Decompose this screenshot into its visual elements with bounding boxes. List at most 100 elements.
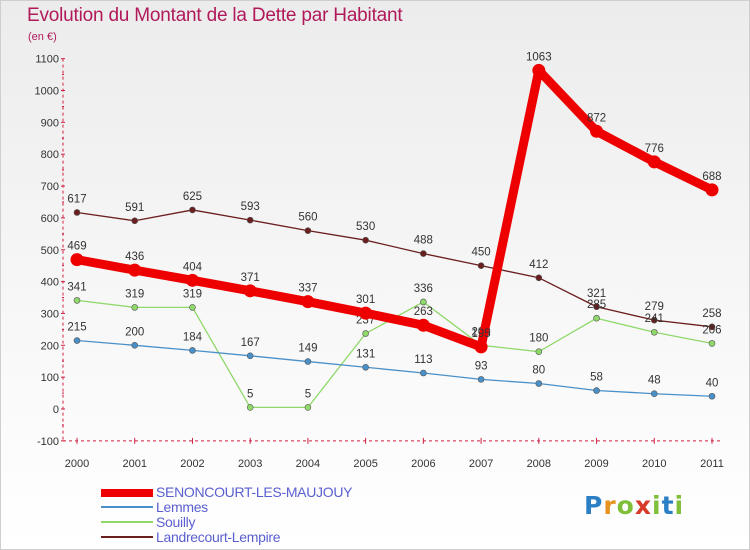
data-point [535, 274, 543, 282]
data-point [535, 380, 543, 387]
y-tick-label: 800 [41, 149, 59, 161]
data-label: 200 [125, 326, 144, 338]
data-label: 279 [645, 301, 664, 313]
data-label: 530 [356, 221, 375, 233]
data-point [362, 330, 369, 337]
data-point [359, 306, 373, 320]
data-label: 258 [702, 308, 721, 320]
data-point [420, 369, 427, 377]
x-tick-label: 2000 [65, 458, 89, 470]
data-point [416, 318, 430, 332]
x-tick-label: 2005 [353, 458, 377, 470]
y-tick-label: 200 [41, 340, 59, 352]
data-point [131, 304, 139, 311]
y-tick-label: 1000 [35, 86, 59, 98]
data-label: 341 [67, 281, 86, 293]
y-tick-label: 1100 [35, 54, 59, 66]
data-label: 215 [67, 322, 86, 334]
series-line-landrecourt-lempire [76, 209, 713, 328]
data-label: 412 [529, 259, 548, 271]
data-point [304, 358, 312, 365]
data-point [650, 390, 658, 398]
x-tick-label: 2004 [296, 458, 320, 470]
x-tick-label: 2011 [700, 458, 724, 470]
data-point [708, 323, 716, 331]
y-tick-label: 100 [41, 372, 59, 384]
data-point [185, 273, 199, 287]
data-point [477, 262, 485, 269]
data-label: 48 [648, 375, 661, 387]
data-point [708, 340, 716, 347]
x-tick-label: 2001 [122, 458, 146, 470]
data-label: 436 [125, 251, 144, 263]
x-tick-label: 2003 [238, 458, 262, 470]
data-point [593, 314, 600, 322]
data-label: 560 [298, 212, 317, 224]
data-label: 319 [125, 288, 144, 300]
data-point [246, 352, 254, 360]
y-tick-label: 400 [41, 277, 59, 289]
data-label: 93 [475, 360, 488, 372]
x-tick-label: 2010 [642, 458, 666, 470]
data-label: 319 [183, 288, 202, 300]
data-point [304, 227, 312, 234]
y-tick-label: 600 [41, 213, 59, 225]
data-point [246, 216, 254, 224]
data-point [131, 341, 139, 349]
data-point [535, 348, 543, 355]
x-tick-label: 2002 [180, 458, 204, 470]
data-label: 58 [590, 372, 603, 384]
data-label: 40 [706, 377, 719, 389]
data-point [593, 387, 600, 394]
data-label: 776 [645, 143, 664, 155]
chart-title: Evolution du Montant de la Dette par Hab… [27, 5, 403, 26]
data-label: 131 [356, 348, 375, 360]
data-point [593, 303, 600, 311]
data-label: 1063 [526, 51, 552, 63]
data-point [420, 298, 427, 306]
x-tick-label: 2009 [584, 458, 608, 470]
data-point [304, 404, 312, 411]
data-label: 469 [67, 241, 86, 253]
data-label: 167 [241, 337, 260, 349]
y-tick-label: 0 [53, 404, 59, 416]
legend-swatch-senoncourt [101, 489, 153, 497]
data-point [532, 63, 546, 77]
x-tick-label: 2006 [411, 458, 435, 470]
data-label: 241 [645, 313, 664, 325]
data-label: 5 [305, 388, 311, 400]
data-label: 206 [702, 324, 721, 336]
x-tick-label: 2007 [469, 458, 493, 470]
data-label: 688 [702, 171, 721, 183]
data-label: 321 [587, 288, 606, 300]
data-point [708, 392, 716, 400]
legend-label-landrecourt: Landrecourt-Lempire [156, 529, 281, 545]
data-point [243, 284, 257, 298]
data-point [477, 376, 485, 383]
logo-letter: P [584, 491, 604, 520]
data-label: 113 [414, 354, 432, 366]
y-tick-label: 300 [41, 308, 59, 320]
data-point [647, 155, 661, 169]
data-label: 625 [183, 191, 202, 203]
data-point [70, 253, 84, 267]
data-label: 5 [247, 388, 253, 400]
data-label: 450 [471, 247, 490, 259]
y-tick-label: 500 [41, 245, 59, 257]
data-label: 301 [356, 294, 375, 306]
legend-label-senoncourt: SENONCOURT-LES-MAUJOUY [156, 484, 353, 500]
data-point [189, 304, 196, 311]
data-point [362, 363, 369, 371]
data-point [189, 206, 196, 214]
data-label: 593 [241, 201, 260, 213]
data-label: 149 [298, 343, 317, 355]
data-point [301, 295, 315, 309]
data-point [590, 124, 604, 138]
data-label: 488 [414, 235, 433, 247]
data-label: 195 [471, 328, 490, 340]
chart-unit-label: (en €) [28, 31, 57, 43]
data-point [73, 209, 81, 216]
data-point [246, 404, 254, 411]
logo-letter: i [652, 491, 662, 520]
